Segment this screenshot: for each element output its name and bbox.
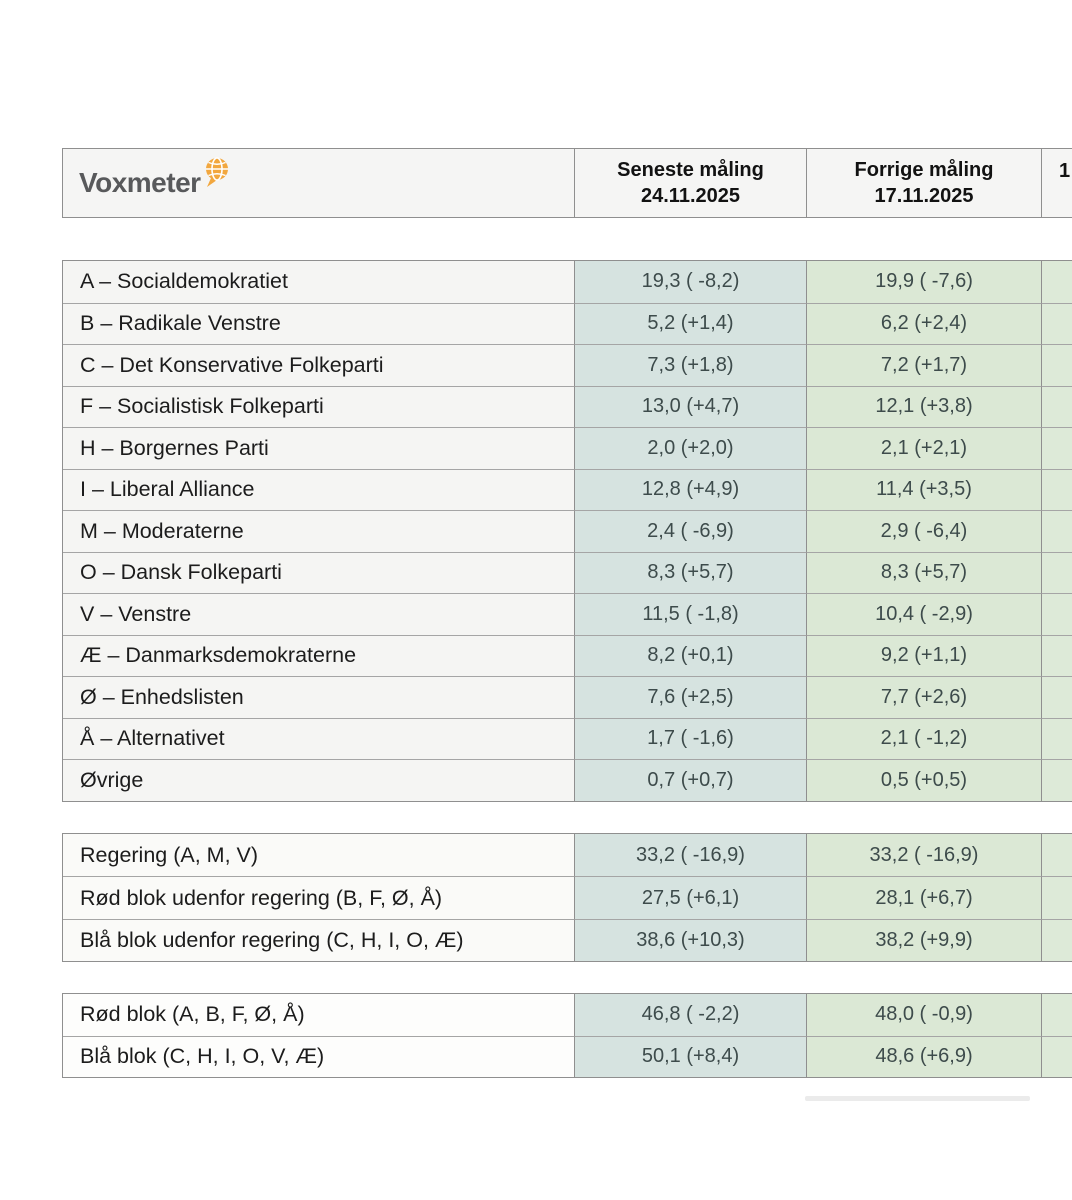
row-label: C – Det Konservative Folkeparti bbox=[63, 344, 574, 386]
latest-value-cell: 46,8 ( -2,2) bbox=[574, 994, 806, 1036]
previous-value-cell: 2,9 ( -6,4) bbox=[806, 510, 1041, 552]
cutoff-value-cell bbox=[1041, 759, 1072, 801]
latest-value-cell: 0,7 (+0,7) bbox=[574, 759, 806, 801]
row-label: Blå blok (C, H, I, O, V, Æ) bbox=[63, 1035, 574, 1077]
blocks-table: Regering (A, M, V) 33,2 ( -16,9) 33,2 ( … bbox=[62, 833, 1072, 963]
previous-value-cell: 0,5 (+0,5) bbox=[806, 759, 1041, 801]
previous-value-cell: 8,3 (+5,7) bbox=[806, 551, 1041, 593]
row-label: I – Liberal Alliance bbox=[63, 468, 574, 510]
latest-value-cell: 2,4 ( -6,9) bbox=[574, 510, 806, 552]
row-label: F – Socialistisk Folkeparti bbox=[63, 385, 574, 427]
latest-value-cell: 1,7 ( -1,6) bbox=[574, 717, 806, 759]
cutoff-value-cell bbox=[1041, 1035, 1072, 1077]
column-header-cutoff: 1 bbox=[1041, 149, 1072, 217]
previous-value-cell: 7,2 (+1,7) bbox=[806, 344, 1041, 386]
previous-value-cell: 2,1 (+2,1) bbox=[806, 427, 1041, 469]
cutoff-value-cell bbox=[1041, 918, 1072, 962]
poll-header-table: Voxmeter Seneste måling 24.11.2025 Forri… bbox=[62, 148, 1072, 218]
previous-value-cell: 7,7 (+2,6) bbox=[806, 676, 1041, 718]
column-date: 17.11.2025 bbox=[874, 185, 974, 207]
totals-table: Rød blok (A, B, F, Ø, Å) 46,8 ( -2,2) 48… bbox=[62, 993, 1072, 1078]
cutoff-value-cell bbox=[1041, 676, 1072, 718]
cutoff-value-cell bbox=[1041, 468, 1072, 510]
latest-value-cell: 12,8 (+4,9) bbox=[574, 468, 806, 510]
row-label: Øvrige bbox=[63, 759, 574, 801]
row-label: O – Dansk Folkeparti bbox=[63, 551, 574, 593]
cutoff-value-cell bbox=[1041, 344, 1072, 386]
column-date: 24.11.2025 bbox=[641, 185, 740, 207]
row-label: Æ – Danmarksdemokraterne bbox=[63, 634, 574, 676]
latest-value-cell: 8,2 (+0,1) bbox=[574, 634, 806, 676]
latest-value-cell: 11,5 ( -1,8) bbox=[574, 593, 806, 635]
previous-value-cell: 48,6 (+6,9) bbox=[806, 1035, 1041, 1077]
previous-value-cell: 38,2 (+9,9) bbox=[806, 918, 1041, 962]
row-label: Rød blok (A, B, F, Ø, Å) bbox=[63, 994, 574, 1036]
voxmeter-logo: Voxmeter bbox=[79, 167, 201, 198]
previous-value-cell: 2,1 ( -1,2) bbox=[806, 717, 1041, 759]
cutoff-value-cell bbox=[1041, 302, 1072, 344]
previous-value-cell: 33,2 ( -16,9) bbox=[806, 834, 1041, 877]
cutoff-value-cell bbox=[1041, 510, 1072, 552]
latest-value-cell: 7,6 (+2,5) bbox=[574, 676, 806, 718]
cutoff-value-cell bbox=[1041, 717, 1072, 759]
cutoff-value-cell bbox=[1041, 551, 1072, 593]
latest-value-cell: 13,0 (+4,7) bbox=[574, 385, 806, 427]
column-header-latest: Seneste måling 24.11.2025 bbox=[574, 149, 806, 217]
previous-value-cell: 28,1 (+6,7) bbox=[806, 876, 1041, 919]
cutoff-value-cell bbox=[1041, 994, 1072, 1036]
column-title: Seneste måling bbox=[617, 159, 764, 181]
divider bbox=[805, 1096, 1030, 1101]
row-label: A – Socialdemokratiet bbox=[63, 261, 574, 303]
row-label: B – Radikale Venstre bbox=[63, 302, 574, 344]
row-label: Rød blok udenfor regering (B, F, Ø, Å) bbox=[63, 876, 574, 919]
cutoff-value-cell bbox=[1041, 834, 1072, 877]
logo-cell: Voxmeter bbox=[63, 149, 574, 217]
previous-value-cell: 48,0 ( -0,9) bbox=[806, 994, 1041, 1036]
row-label: M – Moderaterne bbox=[63, 510, 574, 552]
row-label: V – Venstre bbox=[63, 593, 574, 635]
row-label: Å – Alternativet bbox=[63, 717, 574, 759]
latest-value-cell: 2,0 (+2,0) bbox=[574, 427, 806, 469]
party-table: A – Socialdemokratiet 19,3 ( -8,2) 19,9 … bbox=[62, 260, 1072, 802]
previous-value-cell: 10,4 ( -2,9) bbox=[806, 593, 1041, 635]
cutoff-value-cell bbox=[1041, 876, 1072, 919]
latest-value-cell: 19,3 ( -8,2) bbox=[574, 261, 806, 303]
previous-value-cell: 6,2 (+2,4) bbox=[806, 302, 1041, 344]
row-label: H – Borgernes Parti bbox=[63, 427, 574, 469]
globe-speech-icon bbox=[205, 157, 228, 187]
row-label: Ø – Enhedslisten bbox=[63, 676, 574, 718]
previous-value-cell: 12,1 (+3,8) bbox=[806, 385, 1041, 427]
cutoff-value-cell bbox=[1041, 593, 1072, 635]
cutoff-value-cell bbox=[1041, 634, 1072, 676]
column-header-previous: Forrige måling 17.11.2025 bbox=[806, 149, 1041, 217]
latest-value-cell: 50,1 (+8,4) bbox=[574, 1035, 806, 1077]
row-label: Regering (A, M, V) bbox=[63, 834, 574, 877]
cutoff-value-cell bbox=[1041, 385, 1072, 427]
previous-value-cell: 19,9 ( -7,6) bbox=[806, 261, 1041, 303]
previous-value-cell: 11,4 (+3,5) bbox=[806, 468, 1041, 510]
latest-value-cell: 33,2 ( -16,9) bbox=[574, 834, 806, 877]
latest-value-cell: 8,3 (+5,7) bbox=[574, 551, 806, 593]
latest-value-cell: 27,5 (+6,1) bbox=[574, 876, 806, 919]
latest-value-cell: 7,3 (+1,8) bbox=[574, 344, 806, 386]
cutoff-value-cell bbox=[1041, 261, 1072, 303]
column-title: Forrige måling bbox=[854, 159, 994, 181]
row-label: Blå blok udenfor regering (C, H, I, O, Æ… bbox=[63, 918, 574, 962]
previous-value-cell: 9,2 (+1,1) bbox=[806, 634, 1041, 676]
latest-value-cell: 38,6 (+10,3) bbox=[574, 918, 806, 962]
cutoff-value-cell bbox=[1041, 427, 1072, 469]
column-title-partial: 1 bbox=[1059, 160, 1071, 182]
latest-value-cell: 5,2 (+1,4) bbox=[574, 302, 806, 344]
